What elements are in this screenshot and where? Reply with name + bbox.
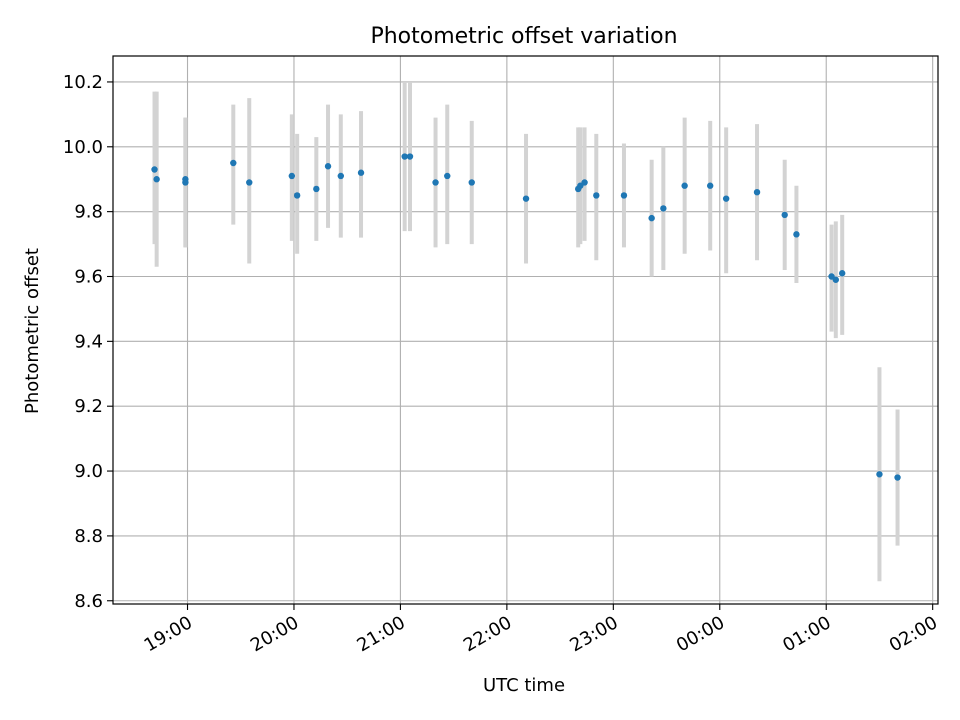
- data-point: [357, 169, 365, 176]
- data-point: [581, 179, 588, 186]
- data-point: [593, 192, 600, 199]
- y-tick-label: 9.0: [74, 461, 103, 482]
- y-tick-label: 8.6: [74, 591, 103, 612]
- y-tick-label: 9.2: [74, 396, 103, 417]
- y-tick-label: 8.8: [74, 526, 103, 547]
- data-point: [648, 214, 655, 222]
- x-axis-title: UTC time: [483, 675, 565, 696]
- data-point: [182, 179, 189, 186]
- data-point: [876, 471, 883, 478]
- y-axis-title: Photometric offset: [22, 248, 43, 414]
- data-point: [153, 176, 160, 183]
- data-point: [432, 179, 439, 186]
- data-point: [151, 166, 158, 173]
- data-points: [151, 153, 901, 481]
- y-tick-label: 10.0: [63, 137, 103, 158]
- data-point: [660, 205, 667, 212]
- data-point: [337, 172, 345, 180]
- data-point: [401, 153, 408, 160]
- y-tick-label: 9.6: [74, 266, 103, 287]
- plot-frame: [112, 55, 939, 605]
- data-point: [324, 163, 332, 170]
- chart-title: Photometric offset variation: [370, 24, 677, 49]
- data-point: [620, 192, 628, 199]
- grid: [113, 56, 938, 604]
- data-point: [313, 185, 320, 193]
- data-point: [706, 182, 714, 189]
- data-point: [230, 159, 237, 167]
- y-tick-label: 9.4: [74, 331, 103, 352]
- data-point: [838, 270, 846, 277]
- data-point: [753, 188, 761, 196]
- data-point: [793, 231, 800, 238]
- data-point: [894, 474, 901, 481]
- y-tick-label: 10.2: [63, 72, 103, 93]
- data-point: [681, 182, 688, 189]
- data-point: [444, 172, 451, 180]
- data-point: [468, 179, 475, 186]
- data-point: [288, 172, 296, 180]
- data-point: [406, 153, 414, 160]
- data-point: [781, 211, 788, 219]
- data-point: [293, 192, 301, 199]
- data-point: [722, 195, 730, 202]
- data-point: [522, 195, 530, 202]
- y-tick-label: 9.8: [74, 202, 103, 223]
- data-point: [832, 276, 840, 283]
- data-point: [246, 179, 253, 186]
